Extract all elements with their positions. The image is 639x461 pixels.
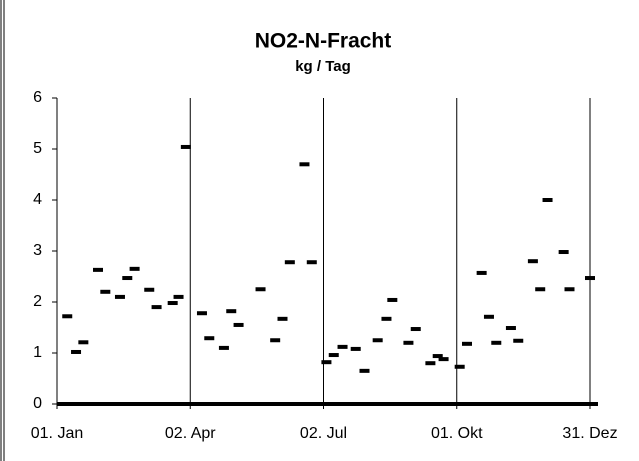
data-point [62, 314, 73, 319]
data-point [381, 316, 392, 321]
data-point [558, 250, 569, 255]
data-point [204, 336, 215, 341]
data-point [425, 361, 436, 366]
data-point [196, 311, 207, 316]
data-point [350, 346, 361, 351]
data-point [505, 326, 516, 331]
data-point [180, 144, 191, 149]
data-point [359, 368, 370, 373]
y-tick-label: 5 [33, 140, 42, 157]
chart-subtitle: kg / Tag [295, 58, 351, 75]
data-point [410, 327, 421, 332]
data-point [129, 266, 140, 271]
data-point [527, 259, 538, 264]
y-tick-label: 0 [33, 395, 42, 412]
data-point [233, 322, 244, 327]
data-point [255, 287, 266, 292]
data-point [277, 316, 288, 321]
data-point [151, 305, 162, 310]
y-tick-label: 1 [33, 344, 42, 361]
data-point [328, 353, 339, 358]
data-point [78, 340, 89, 345]
data-point [483, 314, 494, 319]
data-point [476, 270, 487, 275]
x-tick-label: 02. Jul [300, 425, 347, 442]
data-point [226, 309, 237, 314]
data-point [387, 297, 398, 302]
data-point [306, 260, 317, 265]
data-point [173, 294, 184, 299]
data-point [585, 276, 595, 281]
data-point [144, 287, 155, 292]
y-tick-label: 6 [33, 89, 42, 106]
data-point [491, 340, 502, 345]
data-point [284, 260, 295, 265]
chart-title: NO2-N-Fracht [255, 30, 392, 53]
data-point [462, 341, 472, 346]
data-point [299, 162, 310, 167]
x-tick-label: 01. Okt [431, 425, 483, 442]
data-point [372, 338, 383, 343]
data-point [167, 301, 178, 306]
data-point [122, 276, 133, 281]
data-point [100, 289, 111, 294]
x-tick-label: 02. Apr [165, 425, 216, 442]
data-point [564, 287, 575, 292]
y-tick-label: 3 [33, 242, 42, 259]
data-point [432, 354, 443, 359]
data-point [93, 267, 103, 272]
data-point [542, 198, 553, 202]
data-point [270, 338, 281, 343]
data-point [454, 364, 465, 369]
data-point [403, 340, 414, 345]
x-tick-label: 31. Dez [562, 425, 617, 442]
data-point [71, 349, 82, 354]
data-point [218, 345, 229, 350]
data-point [535, 287, 546, 292]
y-tick-label: 2 [33, 293, 42, 310]
data-point [321, 360, 332, 365]
y-tick-label: 4 [33, 191, 42, 208]
data-point [114, 294, 125, 299]
data-point [513, 338, 524, 343]
data-point [337, 344, 348, 349]
data-point [438, 357, 449, 362]
x-tick-label: 01. Jan [31, 425, 83, 442]
